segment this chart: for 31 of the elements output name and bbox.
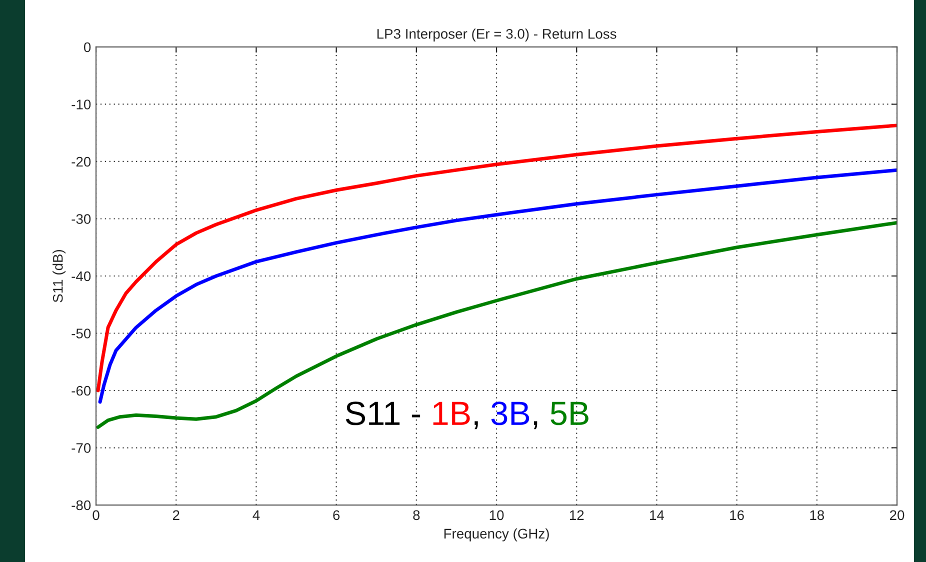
y-tick-label: -80 <box>72 500 91 510</box>
annotation: S11 - <box>346 402 420 426</box>
x-tick-label: 4 <box>252 510 260 520</box>
text: 5B <box>550 402 588 426</box>
x-tick-label: 0 <box>92 510 100 520</box>
y-tick-label: -60 <box>72 386 91 396</box>
text: 1B <box>433 402 470 425</box>
y-axis-title: S11 (dB) <box>52 250 66 302</box>
y-tick-label: -40 <box>72 271 91 282</box>
y-tick-label: -70 <box>72 443 91 453</box>
y-tick-label: 0 <box>84 42 91 52</box>
y-tick-label: -10 <box>72 100 91 110</box>
annotation: , <box>474 421 478 430</box>
x-tick-label: 18 <box>810 510 824 520</box>
annotation: , <box>534 421 538 430</box>
text: 3B <box>491 402 530 426</box>
x-tick-label: 20 <box>890 510 904 520</box>
x-tick-label: 10 <box>490 510 504 520</box>
line-series <box>96 221 898 429</box>
x-tick-label: 6 <box>333 510 340 520</box>
x-tick-label: 14 <box>650 510 664 520</box>
x-tick-label: 8 <box>413 510 420 520</box>
x-tick-label: 12 <box>570 510 584 520</box>
x-axis-title: Frequency (GHz) <box>444 528 549 542</box>
chart-title: LP3 Interposer (Er = 3.0) - Return Loss <box>377 28 616 42</box>
x-tick-label: 16 <box>730 510 744 520</box>
y-tick-label: -20 <box>72 156 91 167</box>
x-tick-label: 2 <box>172 510 180 520</box>
y-tick-label: -30 <box>72 214 91 224</box>
line-series <box>96 124 898 392</box>
y-tick-label: -50 <box>72 328 91 338</box>
